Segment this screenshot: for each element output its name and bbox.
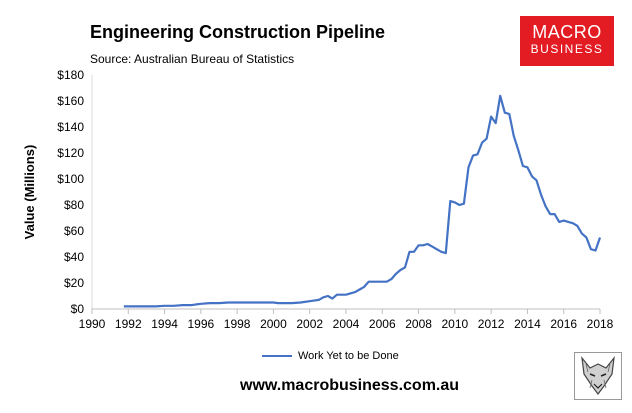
- x-tick-label: 2010: [442, 317, 469, 331]
- legend-label: Work Yet to be Done: [298, 350, 399, 362]
- y-tick-label: $20: [64, 276, 84, 290]
- x-tick-label: 2012: [478, 317, 505, 331]
- x-tick-label: 1996: [188, 317, 215, 331]
- logo-line1: MACRO: [532, 22, 602, 42]
- y-axis-ticks: $0 $20 $40 $60 $80 $100 $120 $140 $160 $180: [57, 68, 84, 316]
- legend-swatch: [262, 355, 292, 357]
- legend: Work Yet to be Done: [262, 350, 399, 362]
- x-tick-label: 1990: [79, 317, 106, 331]
- x-tick-label: 1994: [151, 317, 178, 331]
- series-line-work-yet-to-be-done: [123, 94, 602, 308]
- x-tick-label: 2006: [369, 317, 396, 331]
- chart-title: Engineering Construction Pipeline: [90, 22, 386, 42]
- y-tick-label: $160: [57, 94, 84, 108]
- website-footer: www.macrobusiness.com.au: [240, 377, 460, 394]
- y-tick-label: $40: [64, 250, 84, 264]
- macrobusiness-logo: MACRO BUSINESS: [520, 16, 614, 66]
- y-tick-label: $120: [57, 146, 84, 160]
- x-axis-ticks: 1990 1992 1994 1996 1998 2000 2002 2004 2006 2008…: [79, 309, 614, 331]
- chart-subtitle: Source: Australian Bureau of Statistics: [90, 52, 295, 66]
- y-tick-label: $60: [64, 224, 84, 238]
- x-tick-label: 2016: [550, 317, 577, 331]
- y-tick-label: $100: [57, 172, 84, 186]
- x-tick-label: 2000: [260, 317, 287, 331]
- y-tick-label: $80: [64, 198, 84, 212]
- logo-line2: BUSINESS: [530, 42, 604, 56]
- x-tick-label: 2002: [296, 317, 323, 331]
- x-tick-label: 2008: [405, 317, 432, 331]
- wolf-logo-icon: [574, 352, 622, 400]
- y-axis-label: Value (Millions): [22, 145, 37, 240]
- x-tick-label: 2014: [514, 317, 541, 331]
- x-tick-label: 2018: [587, 317, 614, 331]
- x-tick-label: 1998: [224, 317, 251, 331]
- x-tick-label: 1992: [115, 317, 142, 331]
- y-tick-label: $0: [71, 302, 85, 316]
- series-layer: [123, 94, 602, 308]
- y-tick-label: $140: [57, 120, 84, 134]
- x-tick-label: 2004: [333, 317, 360, 331]
- y-tick-label: $180: [57, 68, 84, 82]
